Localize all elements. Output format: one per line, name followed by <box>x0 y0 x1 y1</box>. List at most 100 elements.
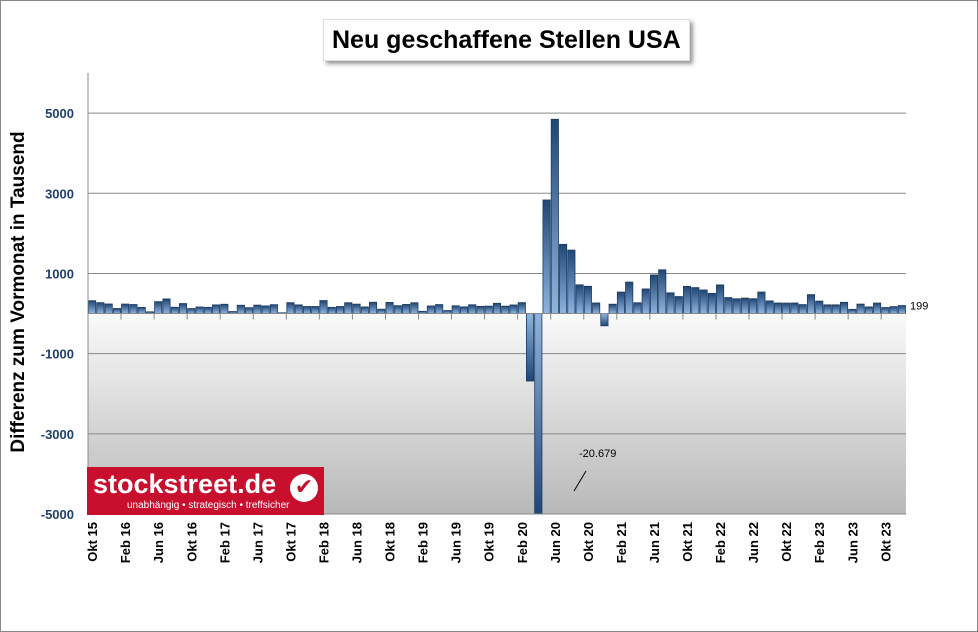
bar <box>699 289 708 314</box>
bar <box>426 305 435 314</box>
bar <box>162 298 171 314</box>
bar <box>806 294 816 314</box>
x-tick-label: Okt 21 <box>680 522 695 562</box>
checkmark-icon: ✔ <box>290 474 318 502</box>
bar <box>212 304 221 314</box>
bar <box>616 291 625 314</box>
bar <box>112 308 121 314</box>
bar <box>286 302 295 314</box>
annotation-pointer <box>573 470 587 492</box>
bar <box>410 302 419 314</box>
bar <box>236 304 245 314</box>
x-tick-label: Feb 23 <box>812 522 827 563</box>
bar <box>864 306 873 314</box>
bar <box>592 302 601 314</box>
bar <box>707 292 716 314</box>
bar <box>773 302 782 314</box>
bar <box>666 292 675 314</box>
bar <box>683 286 692 314</box>
bar <box>170 306 179 314</box>
y-tick-label: -3000 <box>41 427 74 442</box>
bar <box>724 297 733 314</box>
x-tick-label: Jun 23 <box>845 522 860 563</box>
x-tick-label: Okt 20 <box>581 522 596 562</box>
bar <box>129 304 138 314</box>
bar <box>765 300 774 314</box>
bar <box>96 302 105 314</box>
bar <box>641 288 650 314</box>
x-tick-label: Okt 16 <box>184 522 199 562</box>
bar <box>839 301 849 314</box>
bar <box>517 302 526 314</box>
bar <box>269 304 278 314</box>
bar <box>311 306 320 314</box>
bar <box>435 304 444 314</box>
bar <box>823 304 832 314</box>
x-tick-label: Feb 16 <box>118 522 133 563</box>
bar <box>459 306 468 314</box>
y-tick-label: 3000 <box>45 186 74 201</box>
bar <box>319 300 328 314</box>
bar <box>740 297 749 314</box>
bar <box>294 304 303 314</box>
bar <box>873 302 882 314</box>
bar <box>261 305 270 314</box>
x-tick-label: Jun 17 <box>250 522 265 563</box>
bar <box>402 304 411 314</box>
bar <box>253 304 262 314</box>
bar <box>559 243 568 314</box>
bar <box>492 302 502 314</box>
bar <box>889 306 898 314</box>
x-tick-label: Okt 18 <box>383 522 398 562</box>
bar <box>625 281 634 314</box>
bar <box>897 305 906 314</box>
x-tick-label: Jun 21 <box>647 522 662 563</box>
bar <box>815 300 824 314</box>
bar <box>121 303 130 314</box>
bar <box>749 298 758 314</box>
bar <box>385 302 394 314</box>
y-tick-label: 1000 <box>45 266 74 281</box>
x-tick-label: Okt 17 <box>283 522 298 562</box>
y-tick-label: -1000 <box>41 347 74 362</box>
bar <box>344 302 353 314</box>
bar <box>534 313 543 515</box>
bar <box>526 313 535 382</box>
bar <box>501 305 510 314</box>
bar <box>881 307 890 314</box>
bar <box>137 307 146 314</box>
chart-title: Neu geschaffene Stellen USA <box>323 19 690 61</box>
bar <box>790 302 799 314</box>
x-tick-label: Jun 18 <box>350 522 365 563</box>
bar <box>542 199 551 314</box>
bar <box>104 303 113 314</box>
x-tick-label: Feb 19 <box>416 522 431 563</box>
bar <box>393 305 402 314</box>
bar <box>352 303 361 314</box>
bar <box>195 306 204 314</box>
bar <box>633 302 642 314</box>
x-tick-label: Feb 21 <box>614 522 629 563</box>
bar <box>831 304 840 314</box>
x-tick-label: Jun 22 <box>746 522 761 563</box>
x-tick-label: Jun 16 <box>151 522 166 563</box>
logo-tagline: unabhängig • strategisch • treffsicher <box>127 500 290 511</box>
bar <box>220 303 229 314</box>
bar <box>848 308 857 314</box>
x-tick-label: Feb 20 <box>515 522 530 563</box>
bar <box>575 284 584 314</box>
bar <box>550 118 559 314</box>
bar <box>468 304 477 314</box>
bar <box>360 306 369 314</box>
stockstreet-logo: stockstreet.de unabhängig • strategisch … <box>87 467 324 515</box>
x-tick-label: Feb 18 <box>316 522 331 563</box>
x-tick-label: Okt 19 <box>482 522 497 562</box>
bar <box>327 306 336 314</box>
bar <box>335 306 345 314</box>
bar <box>757 291 766 314</box>
bar <box>154 301 163 314</box>
y-tick-label: 5000 <box>45 106 74 121</box>
bar <box>509 304 518 314</box>
bar <box>377 308 386 314</box>
